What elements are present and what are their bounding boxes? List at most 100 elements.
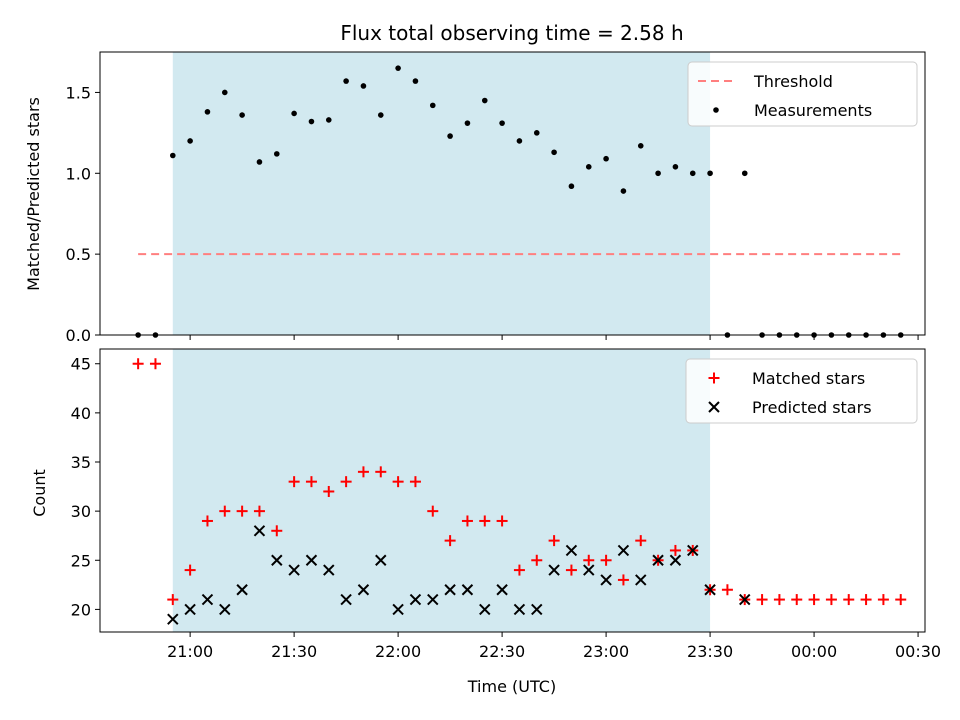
top-point (412, 78, 419, 84)
bottom-shaded-region (172, 349, 711, 632)
bottom-point (271, 525, 283, 537)
top-point (741, 170, 748, 177)
bottom-point (271, 554, 283, 566)
bottom-point (392, 476, 404, 488)
bottom-point (479, 515, 491, 527)
top-point (672, 164, 679, 170)
bottom-point (253, 525, 266, 537)
top-y-tick-label: 0.0 (66, 326, 91, 345)
x-b (531, 603, 543, 616)
bottom-point (236, 584, 248, 596)
bottom-x-tick-label: 21:00 (167, 642, 213, 661)
bottom-legend-box (685, 358, 918, 424)
bottom-point (617, 544, 630, 557)
top-legend-entry: Threshold (753, 72, 833, 91)
x-b (548, 564, 560, 576)
bottom-point (773, 594, 785, 606)
bottom-point (184, 603, 196, 616)
top-point (568, 183, 575, 190)
top-legend: Threshold Measurements (687, 61, 918, 127)
x-b (600, 574, 612, 586)
x-b (652, 554, 664, 566)
top-series-measurements (135, 65, 904, 338)
bottom-point (201, 593, 214, 606)
x-b (583, 564, 595, 576)
x-b (201, 593, 214, 606)
bottom-point (669, 554, 682, 566)
top-point (637, 142, 644, 149)
bottom-point (461, 515, 473, 527)
top-point (516, 138, 523, 144)
bottom-y-tick-label: 40 (71, 404, 91, 423)
x-b (669, 554, 682, 566)
chart-title: Flux total observing time = 2.58 h (340, 21, 683, 45)
x-b (375, 554, 387, 566)
top-point (343, 78, 349, 84)
bottom-x-tick-label: 00:00 (791, 642, 837, 661)
top-point (603, 155, 609, 162)
bottom-point (167, 594, 179, 606)
x-b (704, 584, 716, 596)
bottom-point (635, 535, 647, 547)
bottom-point (652, 554, 664, 566)
bottom-point (375, 554, 387, 566)
bottom-point (565, 564, 577, 576)
top-point (169, 152, 176, 159)
bottom-point (305, 554, 318, 566)
bottom-point (340, 593, 352, 606)
bottom-series-predicted-stars (167, 525, 751, 625)
x-b (323, 564, 335, 576)
x-b (739, 593, 751, 606)
top-point (464, 120, 471, 126)
bottom-y-tick-label: 25 (71, 551, 91, 570)
bottom-point (219, 603, 231, 616)
bottom-legend-entry: Matched stars (752, 369, 865, 388)
bottom-point (167, 613, 179, 625)
bottom-point (635, 574, 647, 586)
x-b (565, 544, 578, 557)
top-point (707, 170, 713, 177)
bottom-point (184, 564, 196, 576)
top-point (273, 151, 280, 157)
top-panel: 0.0 0.5 1.0 1.5 Threshold Measurements (66, 51, 926, 345)
bottom-y-tick-label: 35 (71, 453, 91, 472)
bottom-axes-frame (99, 348, 926, 633)
bottom-point (791, 594, 803, 606)
bottom-point (583, 554, 595, 566)
x-b (184, 603, 196, 616)
bottom-point (721, 584, 733, 596)
x-b (687, 544, 699, 557)
x-b (409, 593, 422, 606)
x-b (219, 603, 231, 616)
bottom-point (305, 476, 317, 488)
x-b (496, 584, 508, 596)
bottom-point (496, 584, 508, 596)
x-b (461, 584, 474, 596)
top-y-tick-label: 1.5 (66, 83, 91, 102)
top-point (377, 112, 384, 118)
bottom-point (617, 574, 629, 586)
bottom-x-tick-label: 23:00 (583, 642, 629, 661)
x-b (427, 593, 439, 606)
x-b (635, 574, 647, 586)
bottom-point (427, 505, 439, 517)
x-b (288, 564, 300, 576)
bottom-point (132, 358, 144, 370)
top-legend-entry: Measurements (754, 101, 872, 120)
bottom-series-matched-stars (132, 358, 907, 606)
top-point (256, 159, 263, 165)
x-b (305, 554, 318, 566)
bottom-point (427, 593, 439, 606)
bottom-legend-entry: Predicted stars (752, 398, 872, 417)
bottom-y-tick-label: 45 (71, 355, 91, 374)
bottom-point (236, 505, 248, 517)
x-b (617, 544, 630, 557)
bottom-legend-marker (708, 401, 720, 413)
top-point (239, 112, 245, 118)
x-b (271, 554, 283, 566)
top-point (499, 120, 505, 126)
top-point (187, 138, 193, 144)
bottom-point (357, 466, 369, 478)
bottom-point (548, 564, 560, 576)
bottom-point (461, 584, 474, 596)
